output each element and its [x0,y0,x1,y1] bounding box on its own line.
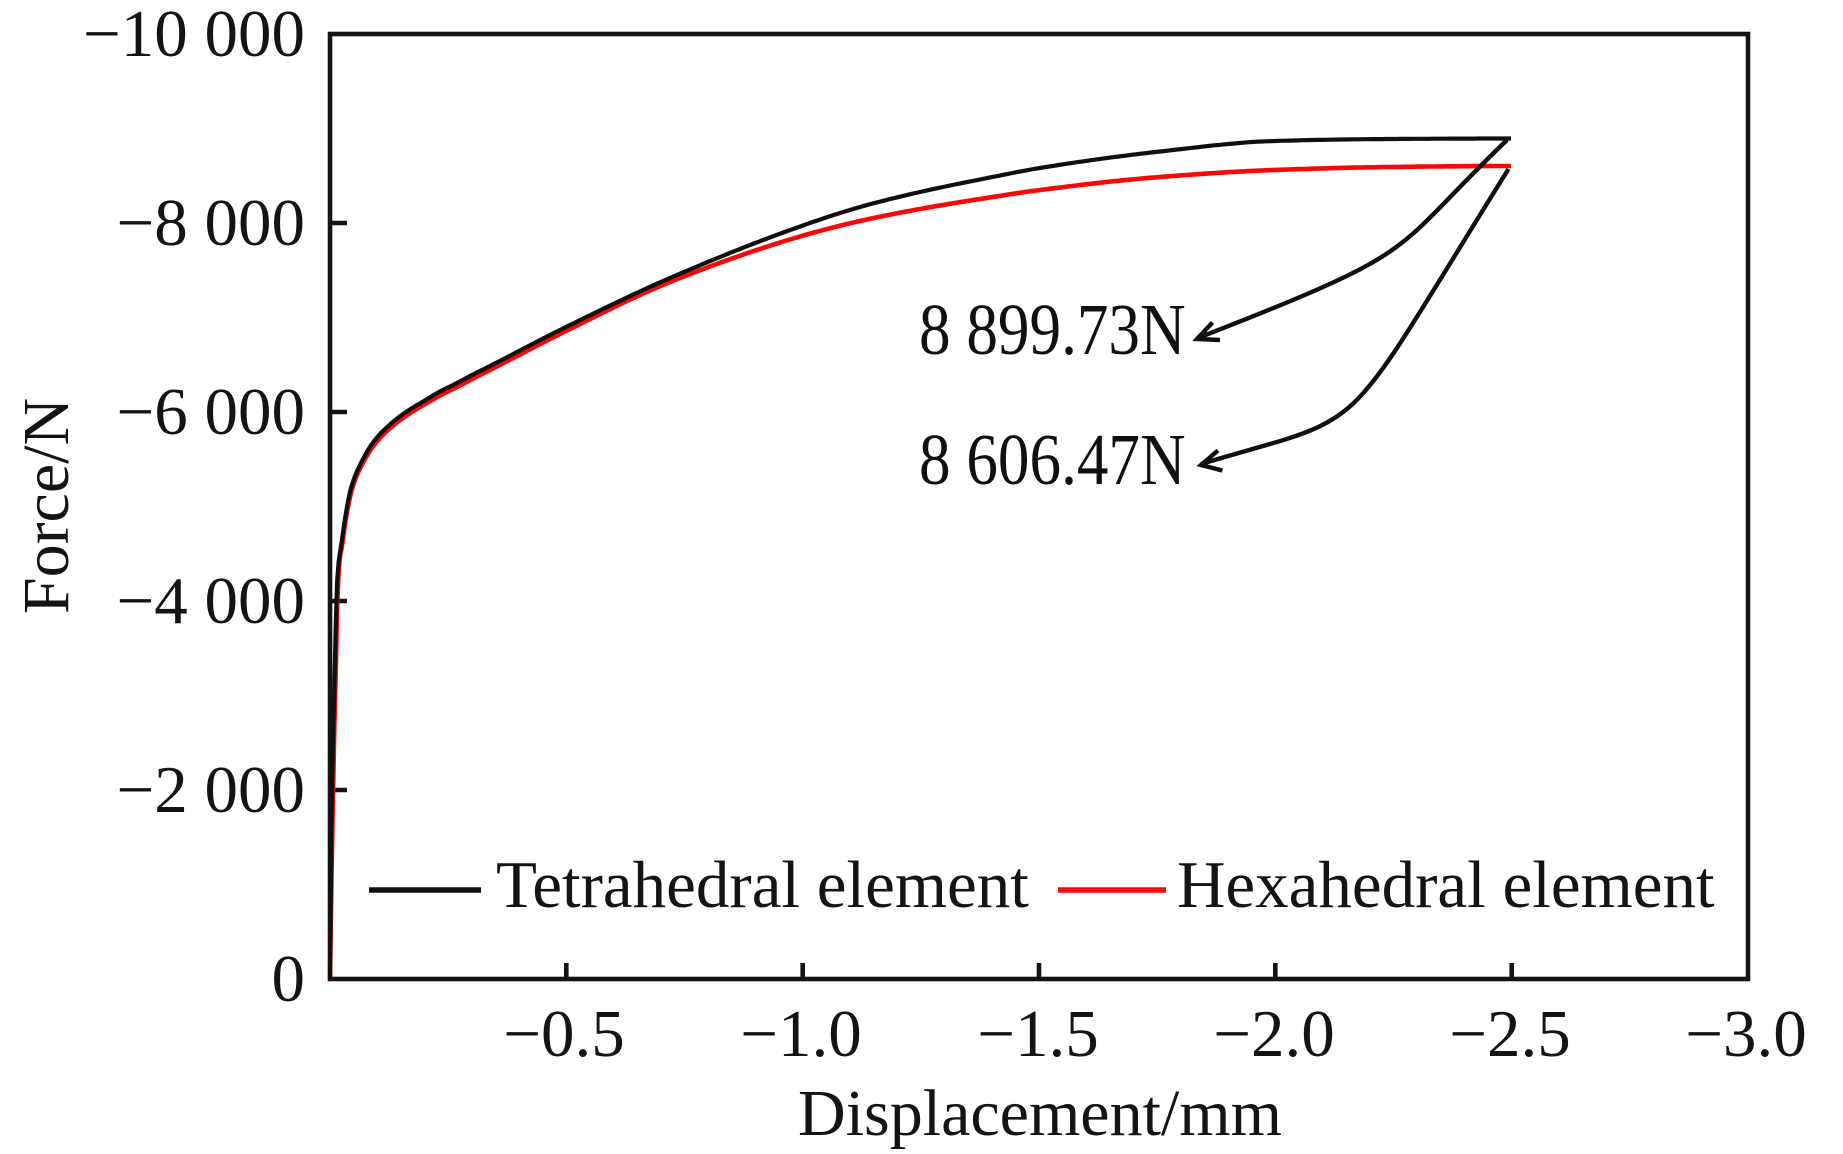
svg-text:−2.5: −2.5 [1449,997,1571,1071]
svg-text:8 899.73N: 8 899.73N [919,289,1186,370]
svg-text:−3.0: −3.0 [1685,997,1807,1071]
svg-text:−8 000: −8 000 [116,186,305,260]
svg-text:Hexahedral element: Hexahedral element [1177,848,1715,922]
svg-text:−1.5: −1.5 [977,997,1099,1071]
svg-text:8 606.47N: 8 606.47N [919,419,1186,500]
svg-text:Force/N: Force/N [10,398,83,614]
svg-text:−2 000: −2 000 [116,753,305,827]
svg-text:Displacement/mm: Displacement/mm [798,1077,1282,1149]
svg-text:−4 000: −4 000 [116,564,305,638]
svg-text:−1.0: −1.0 [740,997,862,1071]
svg-text:−10 000: −10 000 [83,0,305,71]
svg-text:Tetrahedral element: Tetrahedral element [496,848,1029,922]
svg-text:−0.5: −0.5 [503,997,625,1071]
svg-text:−6 000: −6 000 [116,375,305,449]
svg-text:−2.0: −2.0 [1213,997,1335,1071]
svg-text:0: 0 [272,942,306,1016]
